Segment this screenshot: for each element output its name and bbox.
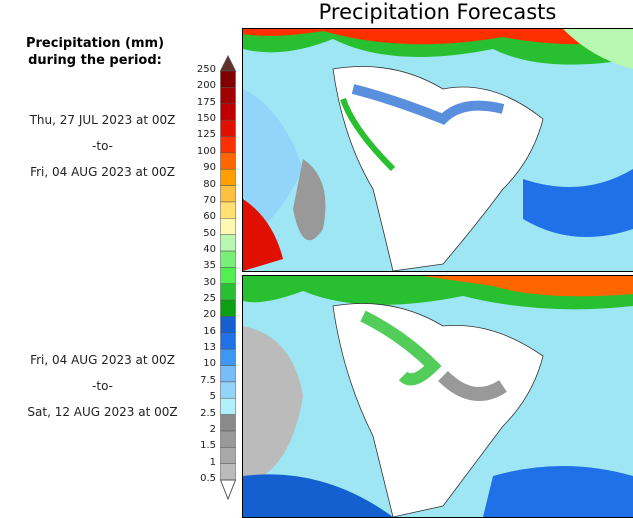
color-bar-bin: [220, 447, 236, 464]
color-bar-bin: [220, 136, 236, 154]
color-bar-tick: 2.5: [200, 407, 216, 419]
color-bar-tick: 10: [203, 358, 216, 370]
period-2-end: Sat, 12 AUG 2023 at 00Z: [27, 405, 178, 419]
color-bar-tick: 16: [203, 325, 216, 337]
period-1-end: Fri, 04 AUG 2023 at 00Z: [30, 165, 175, 179]
period-2-label: Fri, 04 AUG 2023 at 00Z -to- Sat, 12 AUG…: [0, 347, 205, 425]
color-bar-bin: [220, 365, 236, 383]
color-bar-tick: 2: [209, 423, 216, 435]
color-bar-bin: [220, 283, 236, 301]
color-bar-bin: [220, 201, 236, 219]
color-bar-tick: 200: [196, 80, 216, 92]
color-bar-bin: [220, 463, 236, 481]
period-1-sep: -to-: [92, 139, 113, 153]
color-bar-tick: 35: [203, 260, 216, 272]
color-bar-tick: 13: [203, 342, 216, 354]
color-bar-tick: 7.5: [200, 374, 216, 386]
chart-title: Precipitation Forecasts: [318, 0, 557, 24]
color-bar-bin: [220, 87, 236, 104]
color-bar-bin: [220, 348, 236, 366]
color-bar-bin: [220, 316, 236, 334]
color-bar-bin: [220, 332, 236, 350]
color-bar-bin: [220, 152, 236, 170]
color-bar-tick: 40: [203, 243, 216, 255]
color-bar-tick: 1: [209, 456, 216, 468]
under-range-triangle: [220, 479, 236, 500]
color-bar: [220, 55, 236, 500]
legend-title-line1: Precipitation (mm): [25, 36, 165, 51]
color-bar-bin: [220, 103, 236, 121]
legend-title-line2: during the period:: [28, 53, 162, 68]
color-bar-tick: 100: [196, 145, 216, 157]
precip-map-1: [243, 29, 633, 271]
color-bar-tick: 150: [196, 113, 216, 125]
color-bar-bin: [220, 414, 236, 432]
color-bar-bin: [220, 185, 236, 203]
color-bar-tick: 5: [209, 391, 216, 403]
color-bar-tick: 0.5: [200, 473, 216, 484]
period-2-sep: -to-: [92, 379, 113, 393]
map-panel-period-2: [242, 275, 633, 518]
color-bar-tick: 90: [203, 162, 216, 174]
color-bar-tick: 80: [203, 178, 216, 190]
color-bar-tick: 1.5: [200, 440, 216, 452]
color-bar-tick: 25: [203, 293, 216, 305]
period-1-label: Thu, 27 JUL 2023 at 00Z -to- Fri, 04 AUG…: [0, 107, 205, 185]
color-bar-bin: [220, 299, 236, 317]
color-bar-bin: [220, 234, 236, 252]
period-2-start: Fri, 04 AUG 2023 at 00Z: [30, 353, 175, 367]
color-bar-bin: [220, 70, 236, 88]
color-bar-bin: [220, 250, 236, 268]
color-bar-tick: 125: [196, 129, 216, 141]
color-bar-bin: [220, 397, 236, 415]
color-bar-bin: [220, 168, 236, 186]
color-bar-bin: [220, 381, 236, 399]
color-bar-tick: 30: [203, 276, 216, 288]
color-bar-tick: 70: [203, 194, 216, 206]
color-bar-bin: [220, 430, 236, 448]
color-bar-bin: [220, 267, 236, 284]
color-bar-bin: [220, 217, 236, 235]
legend-title: Precipitation (mm) during the period:: [0, 35, 190, 69]
period-1-start: Thu, 27 JUL 2023 at 00Z: [29, 113, 176, 127]
color-bar-tick: 175: [196, 96, 216, 108]
map-panel-period-1: [242, 28, 633, 272]
over-range-triangle: [220, 55, 236, 72]
color-bar-bin: [220, 119, 236, 137]
color-bar-tick: 60: [203, 211, 216, 223]
color-bar-tick: 250: [196, 64, 216, 75]
precip-map-2: [243, 276, 633, 517]
color-bar-tick: 50: [203, 227, 216, 239]
color-bar-tick: 20: [203, 309, 216, 321]
